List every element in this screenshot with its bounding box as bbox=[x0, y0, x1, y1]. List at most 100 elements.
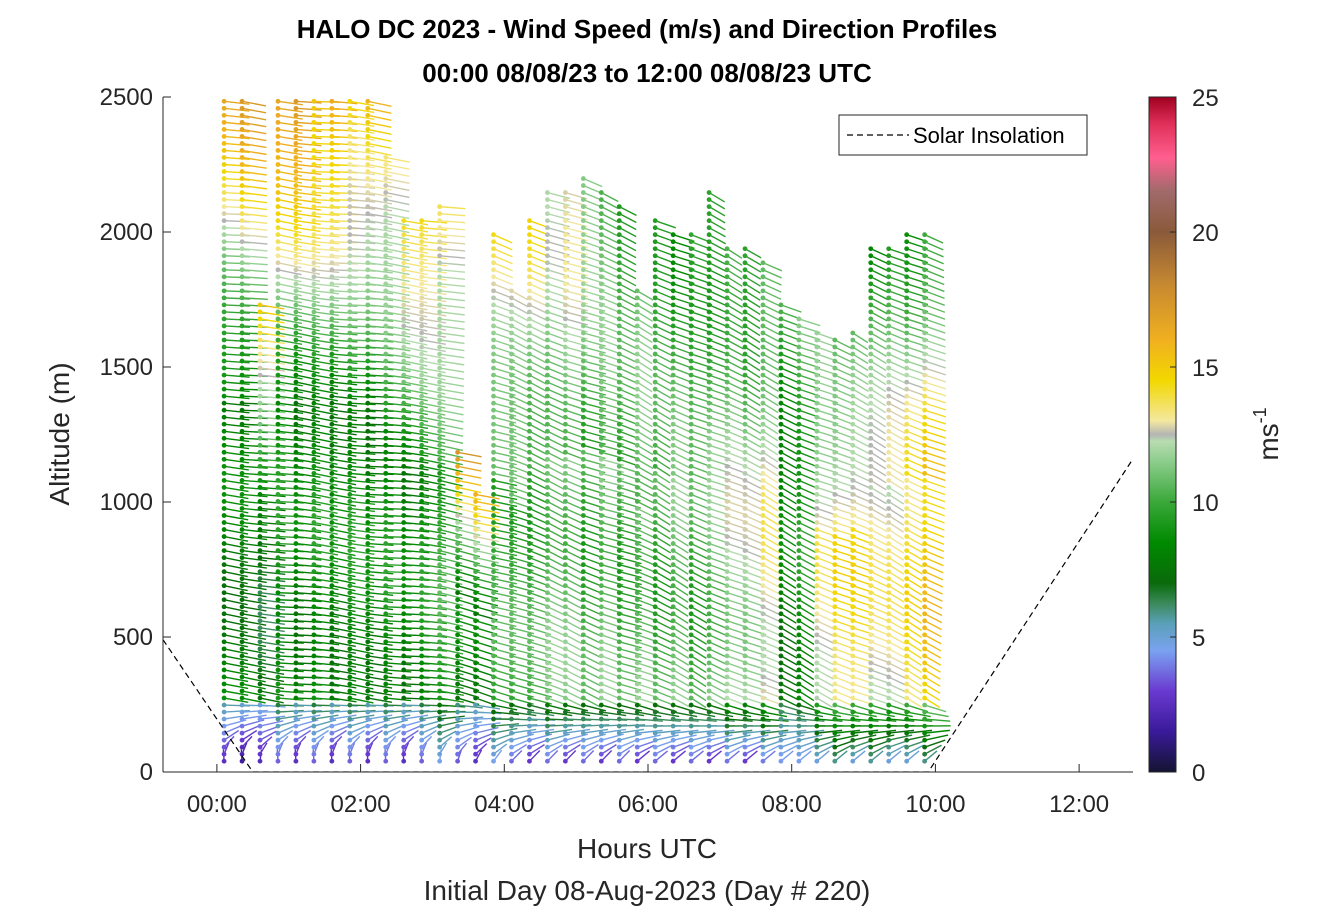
wind-barb-stick bbox=[295, 729, 312, 741]
wind-barb-stick bbox=[295, 592, 322, 596]
wind-barb-point bbox=[562, 709, 568, 715]
wind-barb-stick bbox=[403, 402, 428, 409]
wind-barb-point bbox=[383, 667, 389, 673]
wind-barb-stick bbox=[277, 620, 304, 623]
wind-barb-point bbox=[401, 442, 407, 448]
wind-barb-stick bbox=[313, 606, 339, 611]
wind-barb-stick bbox=[241, 542, 268, 548]
wind-barb-point bbox=[670, 646, 676, 652]
wind-barb-stick bbox=[439, 493, 463, 501]
wind-barb-point bbox=[329, 218, 335, 224]
wind-barb-point bbox=[347, 632, 353, 638]
wind-barb-point bbox=[275, 323, 281, 329]
wind-barb-stick bbox=[726, 374, 745, 385]
wind-barb-point bbox=[634, 534, 640, 539]
wind-barb-stick bbox=[277, 634, 304, 637]
wind-barb-stick bbox=[762, 332, 781, 343]
wind-barb-point bbox=[455, 751, 460, 757]
wind-barb-point bbox=[491, 541, 496, 546]
wind-barb-stick bbox=[223, 563, 248, 571]
wind-barb-stick bbox=[349, 205, 376, 210]
wind-barb-stick bbox=[618, 297, 637, 308]
wind-barb-point bbox=[760, 534, 766, 539]
wind-barb-stick bbox=[565, 620, 583, 631]
wind-barb-point bbox=[329, 442, 335, 448]
wind-barb-stick bbox=[277, 107, 303, 113]
wind-barb-point bbox=[311, 499, 317, 504]
wind-barb-stick bbox=[241, 690, 266, 697]
wind-barb-stick bbox=[654, 479, 671, 491]
wind-barb-point bbox=[473, 499, 478, 504]
wind-barb-stick bbox=[277, 241, 302, 248]
wind-barb-point bbox=[401, 414, 407, 420]
wind-barb-stick bbox=[367, 163, 392, 170]
wind-barb-stick bbox=[421, 465, 446, 472]
wind-barb-stick bbox=[295, 627, 322, 630]
wind-barb-point bbox=[365, 141, 371, 146]
wind-barb-point bbox=[706, 618, 712, 624]
wind-barb-point bbox=[347, 148, 353, 153]
wind-barb-stick bbox=[654, 620, 674, 631]
wind-barb-stick bbox=[529, 479, 548, 490]
wind-barb-stick bbox=[726, 339, 744, 350]
wind-barb-point bbox=[329, 148, 335, 153]
wind-barb-point bbox=[760, 309, 766, 315]
wind-barb-point bbox=[401, 267, 407, 273]
wind-barb-point bbox=[527, 470, 532, 476]
wind-barb-stick bbox=[636, 750, 651, 762]
wind-barb-stick bbox=[403, 528, 430, 533]
wind-barb-stick bbox=[546, 749, 559, 762]
wind-barb-point bbox=[724, 253, 730, 259]
wind-barb-point bbox=[293, 211, 299, 217]
wind-barb-point bbox=[724, 653, 730, 659]
wind-barb-stick bbox=[224, 374, 250, 378]
wind-barb-stick bbox=[672, 578, 689, 589]
wind-barb-point bbox=[562, 590, 568, 596]
wind-barb-stick bbox=[241, 493, 268, 498]
wind-barb-point bbox=[724, 618, 730, 624]
wind-barb-point bbox=[293, 344, 299, 350]
wind-barb-stick bbox=[349, 735, 361, 748]
wind-barb-point bbox=[221, 225, 227, 231]
wind-barb-stick bbox=[313, 388, 339, 395]
wind-barb-stick bbox=[241, 114, 267, 121]
wind-barb-stick bbox=[295, 500, 321, 506]
wind-barb-point bbox=[706, 751, 712, 757]
wind-barb-point bbox=[742, 478, 748, 483]
wind-barb-point bbox=[347, 253, 353, 259]
wind-barb-point bbox=[365, 576, 371, 582]
wind-barb-point bbox=[491, 400, 496, 406]
wind-barb-point bbox=[383, 302, 389, 308]
wind-barb-stick bbox=[583, 627, 602, 637]
wind-barb-point bbox=[311, 379, 317, 385]
wind-barb-point bbox=[688, 590, 694, 596]
wind-barb-point bbox=[688, 295, 694, 301]
wind-barb-point bbox=[545, 470, 550, 476]
wind-barb-stick bbox=[331, 676, 357, 682]
wind-barb-point bbox=[329, 239, 335, 245]
wind-barb-stick bbox=[690, 683, 707, 695]
wind-barb-point bbox=[419, 407, 425, 413]
wind-barb-point bbox=[311, 674, 317, 680]
wind-barb-stick bbox=[547, 613, 566, 623]
wind-barb-stick bbox=[690, 571, 709, 582]
wind-barb-point bbox=[365, 400, 371, 406]
wind-barb-point bbox=[527, 421, 532, 427]
wind-barb-point bbox=[293, 751, 299, 757]
wind-barb-stick bbox=[277, 128, 303, 135]
wind-barb-stick bbox=[385, 191, 410, 199]
wind-barb-point bbox=[401, 639, 407, 645]
wind-barb-stick bbox=[439, 318, 465, 323]
wind-barb-point bbox=[724, 737, 730, 743]
wind-barb-point bbox=[580, 323, 586, 329]
wind-barb-stick bbox=[367, 585, 394, 589]
wind-barb-point bbox=[257, 604, 263, 610]
wind-barb-point bbox=[724, 555, 730, 561]
wind-barb-stick bbox=[367, 697, 393, 704]
wind-barb-point bbox=[760, 723, 766, 729]
wind-barb-stick bbox=[421, 714, 447, 720]
wind-barb-point bbox=[706, 730, 712, 736]
wind-barb-point bbox=[580, 667, 586, 673]
wind-barb-stick bbox=[403, 493, 429, 499]
wind-barb-stick bbox=[295, 191, 322, 197]
